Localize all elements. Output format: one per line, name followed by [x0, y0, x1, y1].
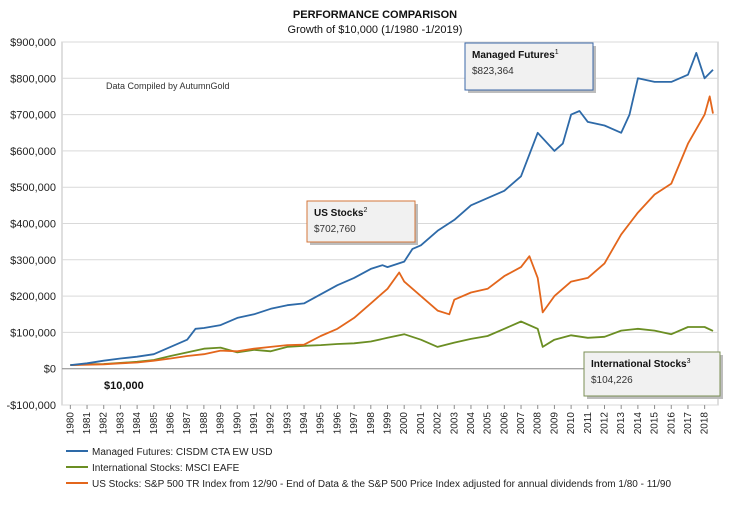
x-tick-label: 2004 [466, 412, 477, 435]
x-tick-label: 1985 [149, 412, 160, 435]
x-tick-label: 1999 [382, 412, 393, 435]
series-line [70, 320, 714, 366]
x-tick-label: 1980 [65, 412, 76, 435]
x-tick-label: 2006 [499, 412, 510, 435]
callout-box [464, 42, 594, 91]
x-tick-label: 2002 [433, 412, 444, 435]
callout-superscript: 2 [363, 207, 367, 214]
x-tick-label: 2015 [650, 412, 661, 435]
x-tick-label: 2000 [399, 412, 410, 435]
x-tick-label: 1996 [332, 412, 343, 435]
x-tick-label: 2011 [583, 412, 594, 434]
x-tick-label: 2012 [599, 412, 610, 435]
x-tick-label: 1987 [182, 412, 193, 435]
y-tick-label: $0 [44, 364, 56, 376]
x-tick-label: 2008 [533, 412, 544, 435]
callout-value: $823,364 [472, 66, 514, 77]
x-tick-label: 2016 [666, 412, 677, 435]
x-tick-label: 2005 [483, 412, 494, 435]
callout-value: $702,760 [314, 224, 356, 235]
x-tick-label: 1988 [199, 412, 210, 435]
chart-subtitle: Growth of $10,000 (1/1980 -1/2019) [288, 24, 463, 36]
y-tick-label: $500,000 [10, 182, 56, 194]
callout-value: $104,226 [591, 375, 633, 386]
start-value-label: $10,000 [104, 380, 144, 392]
x-tick-label: 1990 [232, 412, 243, 435]
x-tick-label: 1982 [99, 412, 110, 435]
x-tick-label: 1989 [216, 412, 227, 435]
legend-label: US Stocks: S&P 500 TR Index from 12/90 -… [92, 479, 671, 490]
callout-box [306, 200, 416, 243]
callout-box [583, 351, 721, 397]
y-tick-label: $400,000 [10, 219, 56, 231]
callouts: Managed Futures1 $823,364 US Stocks2 $702,7… [306, 42, 723, 399]
y-tick-label: $800,000 [10, 73, 56, 85]
x-tick-label: 2010 [566, 412, 577, 435]
x-axis: 1980 1981 1982 1983 1984 1985 1986 1987 1988 1989… [65, 405, 711, 435]
x-tick-label: 1998 [366, 412, 377, 435]
x-tick-label: 2001 [416, 412, 427, 435]
data-source-note: Data Compiled by AutumnGold [106, 81, 230, 91]
y-tick-label: -$100,000 [6, 400, 56, 412]
callout-title: International Stocks3 [591, 358, 691, 370]
callout-title: Managed Futures1 [472, 49, 559, 61]
x-tick-label: 1997 [349, 412, 360, 435]
y-tick-label: $300,000 [10, 255, 56, 267]
series-line [70, 52, 714, 366]
series-lines [70, 52, 714, 366]
x-tick-label: 1993 [282, 412, 293, 435]
y-axis: -$100,000 $0 $100,000 $200,000 $300,000 $400,… [6, 37, 56, 412]
callout-superscript: 1 [555, 49, 559, 56]
x-tick-label: 1992 [266, 412, 277, 435]
x-tick-label: 2017 [683, 412, 694, 435]
legend: Managed Futures: CISDM CTA EW USD Interna… [66, 447, 671, 490]
x-tick-label: 2009 [549, 412, 560, 435]
series-line [70, 95, 714, 366]
x-tick-label: 1986 [165, 412, 176, 435]
grid-lines [61, 41, 719, 406]
y-tick-label: $200,000 [10, 291, 56, 303]
x-tick-label: 1984 [132, 412, 143, 435]
x-tick-label: 2014 [633, 412, 644, 435]
x-tick-label: 2003 [449, 412, 460, 435]
y-tick-label: $900,000 [10, 37, 56, 49]
x-tick-label: 1995 [316, 412, 327, 435]
y-tick-label: $100,000 [10, 327, 56, 339]
legend-label: International Stocks: MSCI EAFE [92, 463, 240, 474]
y-tick-label: $600,000 [10, 146, 56, 158]
y-tick-label: $700,000 [10, 110, 56, 122]
legend-label: Managed Futures: CISDM CTA EW USD [92, 447, 272, 458]
x-tick-label: 1981 [82, 412, 93, 435]
callout-title: US Stocks2 [314, 207, 367, 219]
x-tick-label: 1983 [115, 412, 126, 435]
x-tick-label: 2013 [616, 412, 627, 435]
callout-superscript: 3 [687, 358, 691, 365]
x-tick-label: 2007 [516, 412, 527, 435]
x-tick-label: 2018 [700, 412, 711, 435]
chart-title: PERFORMANCE COMPARISON [293, 9, 457, 21]
x-tick-label: 1991 [249, 412, 260, 435]
x-tick-label: 1994 [299, 412, 310, 435]
